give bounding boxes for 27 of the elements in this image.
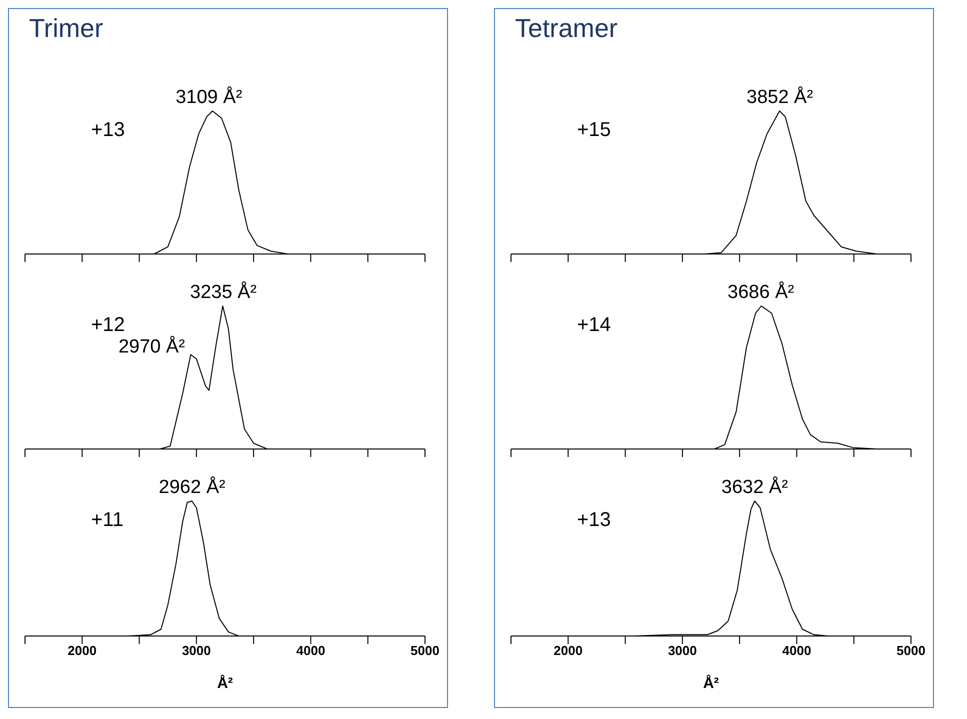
annotation: 3852 Å² <box>746 86 814 108</box>
x-tick-label: 4000 <box>782 643 812 658</box>
x-tick-label: 5000 <box>896 643 926 658</box>
x-tick-label: 2000 <box>68 643 97 658</box>
panel-frame: Trimer +13 3109 Å² +12 3235 Å² 2970 Å² +11 2962 Å² 2000 3000 4000 5000 Å² <box>8 8 448 708</box>
annotation: 3632 Å² <box>721 476 788 498</box>
annotation: 3235 Å² <box>190 281 257 303</box>
x-tick-label: 2000 <box>554 643 583 658</box>
chart-title: Trimer <box>29 13 104 44</box>
panel-frame: Tetramer +15 3852 Å² +14 3686 Å² +13 3632 Å² 2000 3000 4000 5000 Å² <box>494 8 934 708</box>
chart-title: Tetramer <box>515 13 618 44</box>
x-axis-title: Å² <box>703 674 719 692</box>
x-tick-label: 4000 <box>296 643 326 658</box>
annotation: +13 <box>577 509 611 532</box>
annotation: +14 <box>577 314 611 337</box>
x-axis-title: Å² <box>217 674 233 692</box>
x-tick-label: 5000 <box>410 643 440 658</box>
annotation: +13 <box>91 119 125 142</box>
annotation: 2962 Å² <box>158 476 226 498</box>
annotation: 3109 Å² <box>176 86 242 108</box>
annotation: +11 <box>91 509 124 532</box>
x-tick-label: 3000 <box>668 643 697 658</box>
annotation: 2970 Å² <box>118 336 185 358</box>
annotation: 3686 Å² <box>728 281 794 303</box>
x-tick-label: 3000 <box>182 643 211 658</box>
annotation: +15 <box>577 119 611 142</box>
annotation: +12 <box>91 314 125 337</box>
